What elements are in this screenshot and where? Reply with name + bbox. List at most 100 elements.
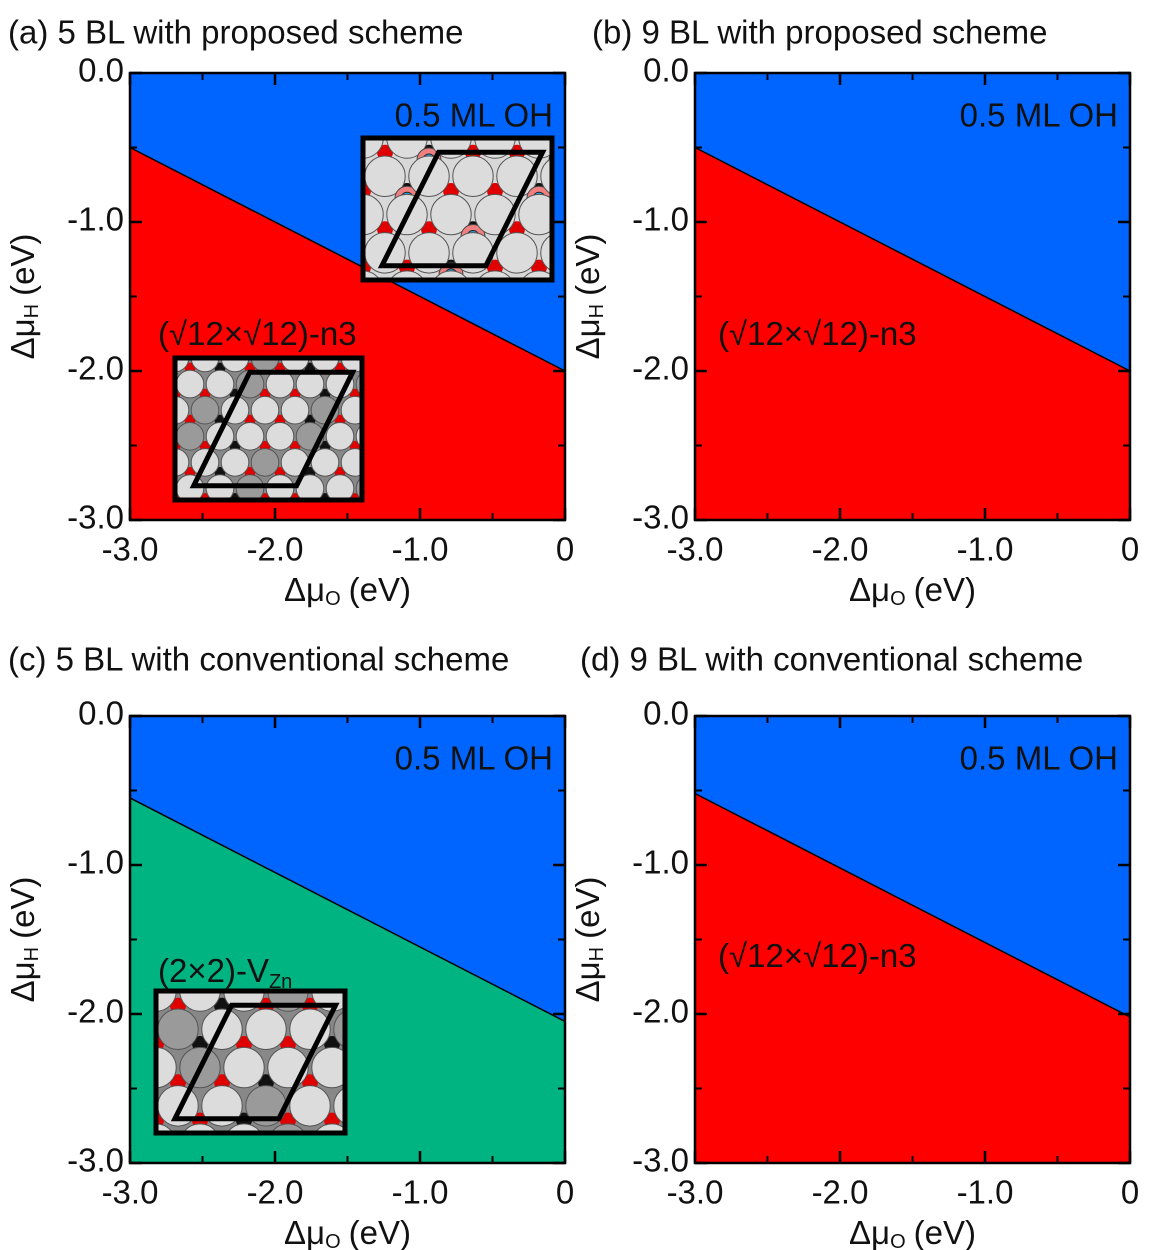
panel-title: (c) 5 BL with conventional scheme xyxy=(8,641,509,678)
x-tick-label: -2.0 xyxy=(812,531,869,568)
axis-label-sub: O xyxy=(890,588,906,610)
atom xyxy=(563,118,603,158)
atom xyxy=(452,155,494,198)
region-label-name: (√12×√12)-n3 xyxy=(718,937,917,974)
axis-label: ΔμH (eV) xyxy=(569,234,609,360)
atom xyxy=(408,232,450,274)
axis-label-symbol: Δμ xyxy=(284,1214,325,1250)
y-tick-label: -3.0 xyxy=(67,1142,124,1179)
structure-inset xyxy=(360,118,635,283)
region-upper xyxy=(130,716,565,1022)
x-tick-label: -1.0 xyxy=(392,1174,449,1211)
atom xyxy=(325,422,355,451)
x-tick-label: -1.0 xyxy=(957,1174,1014,1211)
atom xyxy=(619,260,635,276)
x-tick-label: -1.0 xyxy=(957,531,1014,568)
axis-label: ΔμO (eV) xyxy=(849,571,976,611)
axis-label-sub: H xyxy=(21,304,43,318)
unit-cell xyxy=(189,369,357,489)
region-lower xyxy=(695,147,1130,520)
axis-label-sub: O xyxy=(890,1231,906,1250)
atom xyxy=(280,395,310,425)
axis-label-symbol: Δμ xyxy=(569,961,606,1002)
axis-label-sub: H xyxy=(21,947,43,961)
atom xyxy=(518,193,552,236)
axis-label-sub: H xyxy=(586,304,608,318)
x-tick-label: 0 xyxy=(556,531,574,568)
x-tick-label: 0 xyxy=(1121,1174,1139,1211)
y-tick-label: -3.0 xyxy=(67,499,124,536)
atom xyxy=(245,1008,287,1051)
unit-cell xyxy=(377,149,547,269)
panel-title: (a) 5 BL with proposed scheme xyxy=(8,14,464,51)
axis-label-unit: (eV) xyxy=(569,877,606,939)
atoms xyxy=(363,118,635,280)
x-tick-label: -3.0 xyxy=(667,1174,724,1211)
y-tick-label: -1.0 xyxy=(67,201,124,238)
atom xyxy=(220,448,250,477)
unit-cell xyxy=(170,1002,340,1122)
atoms xyxy=(175,358,362,500)
y-tick-label: -2.0 xyxy=(632,993,689,1030)
atom xyxy=(540,234,552,272)
atom xyxy=(289,1085,331,1127)
structure-inset xyxy=(172,355,365,503)
atom xyxy=(175,422,205,451)
axis-label-symbol: Δμ xyxy=(569,318,606,359)
x-tick-label: 0 xyxy=(556,1174,574,1211)
region-label-name: (√12×√12)-n3 xyxy=(158,315,357,352)
structure-inset xyxy=(153,988,348,1136)
axis-label-symbol: Δμ xyxy=(4,961,41,1002)
atom xyxy=(311,1046,345,1089)
inset-border xyxy=(153,988,348,1136)
axis-label-sub: O xyxy=(325,1231,341,1250)
y-tick-label: -1.0 xyxy=(632,844,689,881)
axis-label: ΔμO (eV) xyxy=(284,571,411,611)
axis-label-sub: O xyxy=(325,588,341,610)
region-lower xyxy=(695,793,1130,1163)
x-tick-label: -2.0 xyxy=(247,1174,304,1211)
region-upper xyxy=(695,716,1130,1017)
region-label-name: (2×2)-V xyxy=(158,952,269,989)
axis-label-symbol: Δμ xyxy=(849,571,890,608)
axis-label: ΔμO (eV) xyxy=(849,1214,976,1250)
axis-label-symbol: Δμ xyxy=(4,318,41,359)
axis-label: ΔμH (eV) xyxy=(4,877,44,1003)
y-tick-label: 0.0 xyxy=(78,695,124,732)
atom xyxy=(430,193,472,236)
axis-label-unit: (eV) xyxy=(4,234,41,296)
atom xyxy=(295,474,325,500)
atom xyxy=(175,448,190,477)
axis-label: ΔμH (eV) xyxy=(569,877,609,1003)
atom xyxy=(235,422,265,451)
atom xyxy=(575,183,591,199)
atom xyxy=(190,395,220,425)
y-tick-label: -3.0 xyxy=(632,499,689,536)
atom xyxy=(563,194,603,234)
y-tick-label: -1.0 xyxy=(632,201,689,238)
inset-border xyxy=(172,355,365,503)
atom xyxy=(250,395,280,425)
phase-boundary xyxy=(694,146,1131,372)
region-label: (√12×√12)-n3 xyxy=(158,315,357,352)
x-tick-label: -1.0 xyxy=(392,531,449,568)
y-tick-label: -2.0 xyxy=(632,350,689,387)
axis-label-unit: (eV) xyxy=(569,234,606,296)
atom xyxy=(205,369,235,399)
atom xyxy=(333,1087,345,1125)
axis-label-unit: (eV) xyxy=(4,877,41,939)
atom xyxy=(585,156,625,196)
atom xyxy=(597,145,613,161)
phase-boundary xyxy=(694,792,1131,1018)
atom xyxy=(265,422,295,451)
panel-title: (d) 9 BL with conventional scheme xyxy=(580,641,1083,678)
atom xyxy=(310,448,340,477)
atom xyxy=(250,448,280,477)
axis-label: ΔμH (eV) xyxy=(4,234,44,360)
x-tick-label: -2.0 xyxy=(247,531,304,568)
region-label: (√12×√12)-n3 xyxy=(718,315,917,352)
y-tick-label: -1.0 xyxy=(67,844,124,881)
x-tick-label: -3.0 xyxy=(102,531,159,568)
